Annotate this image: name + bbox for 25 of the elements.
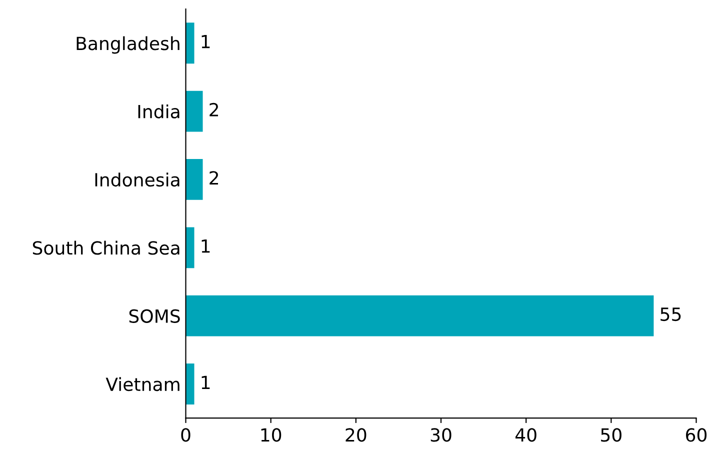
x-tick-label: 0 xyxy=(181,428,190,442)
data-label: 2 xyxy=(210,171,218,184)
data-label: 55 xyxy=(660,308,681,322)
x-tick-label: 20 xyxy=(346,428,366,442)
data-label: 2 xyxy=(210,102,218,116)
bar xyxy=(186,22,194,64)
x-tick-label: 30 xyxy=(430,428,452,442)
bar xyxy=(186,364,194,404)
x-tick-label: 10 xyxy=(261,428,282,442)
x-tick-label: 60 xyxy=(686,428,707,442)
x-tick-label: 40 xyxy=(515,428,536,442)
data-label: 1 xyxy=(202,239,210,253)
y-tick-label: Vietnam xyxy=(106,377,180,392)
y-tick-label: India xyxy=(138,104,180,118)
y-tick-label: SOMS xyxy=(129,309,180,323)
bar xyxy=(186,90,203,132)
data-label: 1 xyxy=(202,376,210,389)
bar xyxy=(186,295,654,336)
y-tick-label: Indonesia xyxy=(95,172,180,187)
data-label: 1 xyxy=(202,34,210,48)
x-tick-label: 50 xyxy=(601,428,622,442)
y-tick-label: Bangladesh xyxy=(76,36,180,54)
bar xyxy=(186,159,203,200)
bar xyxy=(186,227,194,268)
y-tick-label: South China Sea xyxy=(32,240,180,255)
